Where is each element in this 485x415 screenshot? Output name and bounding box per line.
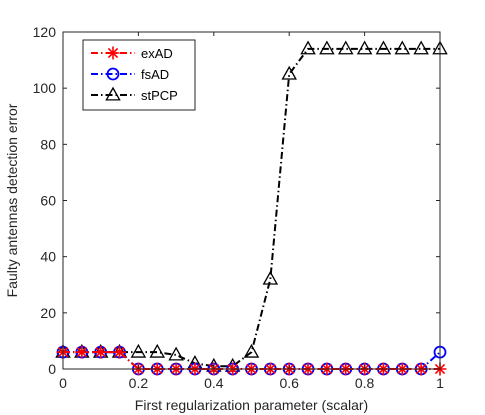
legend-entry-exAD: exAD <box>91 46 173 61</box>
y-axis-label: Faulty antennas detection error <box>4 103 20 297</box>
triangle-marker <box>300 40 316 55</box>
axes: 0 0.2 0.4 0.6 0.8 1 0 20 40 60 80 100 120 <box>33 24 444 391</box>
y-tick-label: 80 <box>40 136 56 152</box>
triangle-marker <box>394 40 411 55</box>
x-tick-label: 1 <box>436 375 444 391</box>
x-tick-label: 0.6 <box>279 375 299 391</box>
legend: exAD fsAD stPCP <box>82 39 196 111</box>
triangle-marker <box>375 40 392 55</box>
x-tick-label: 0.2 <box>129 375 149 391</box>
triangle-marker <box>105 86 121 101</box>
legend-entry-fsAD: fsAD <box>91 67 169 82</box>
y-tick-label: 20 <box>40 305 56 321</box>
triangle-marker <box>281 65 297 80</box>
y-tick-label: 0 <box>48 361 56 377</box>
triangle-marker <box>130 343 147 358</box>
circle-marker <box>106 67 120 81</box>
legend-label: exAD <box>141 46 173 61</box>
legend-entry-stPCP: stPCP <box>91 86 178 103</box>
triangle-marker <box>319 40 335 55</box>
triangle-marker <box>243 343 260 358</box>
y-tick-label: 120 <box>33 24 57 40</box>
triangle-marker <box>356 40 373 55</box>
x-tick-label: 0 <box>59 375 67 391</box>
asterisk-marker <box>106 46 120 60</box>
asterisk-marker <box>113 345 127 359</box>
asterisk-marker <box>94 345 108 359</box>
legend-box <box>82 39 196 111</box>
x-axis-label: First regularization parameter (scalar) <box>135 397 368 413</box>
legend-label: fsAD <box>141 67 169 82</box>
triangle-marker <box>168 346 184 361</box>
asterisk-marker <box>75 345 89 359</box>
triangle-marker <box>413 40 429 55</box>
y-tick-label: 40 <box>40 249 56 265</box>
triangle-marker <box>262 270 279 285</box>
x-tick-label: 0.8 <box>355 375 375 391</box>
triangle-marker <box>337 40 354 55</box>
y-tick-label: 100 <box>33 80 57 96</box>
triangle-marker <box>149 343 166 358</box>
y-tick-label: 60 <box>40 193 56 209</box>
x-tick-label: 0.4 <box>204 375 224 391</box>
legend-label: stPCP <box>141 88 178 103</box>
